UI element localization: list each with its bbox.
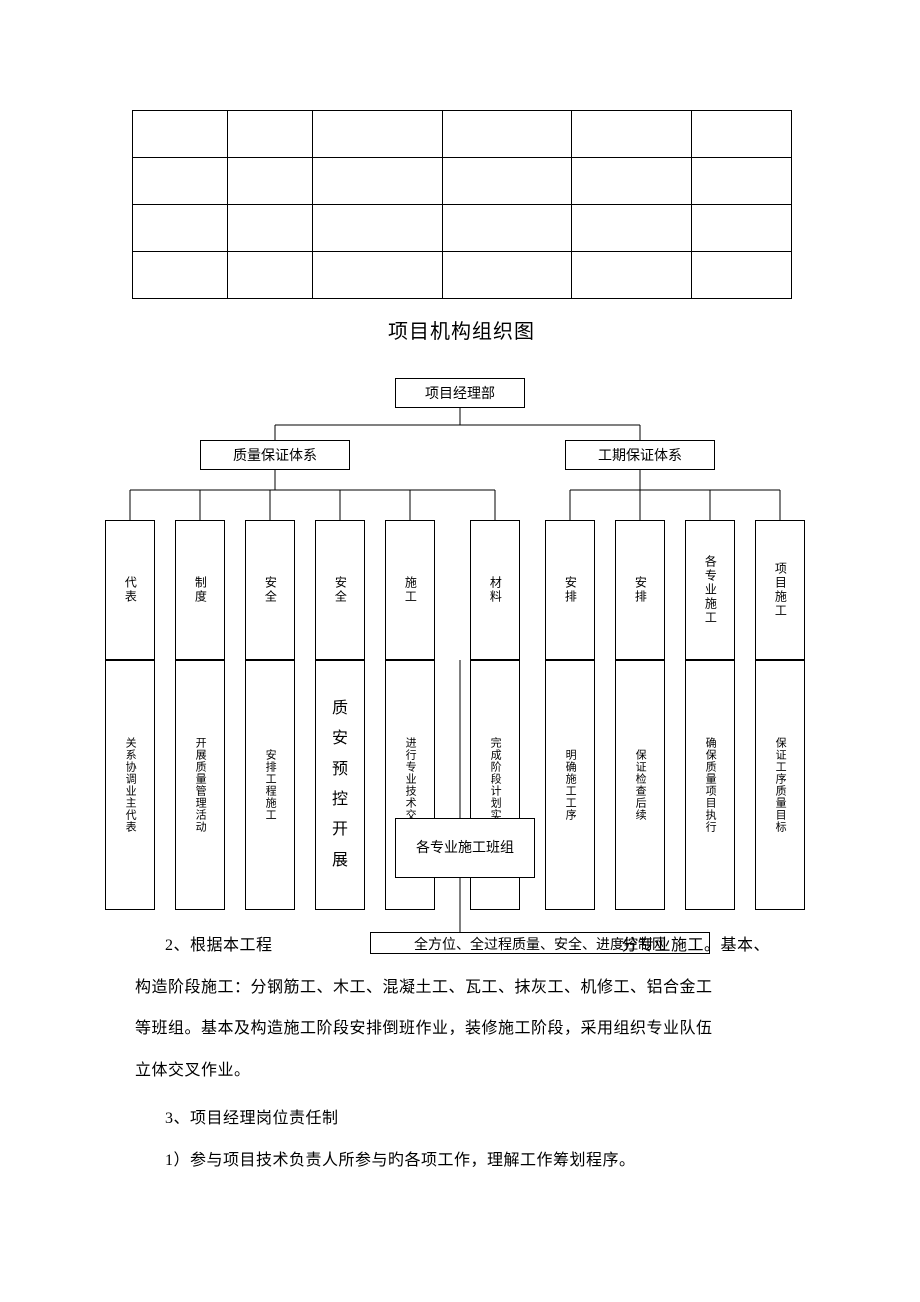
specialty-construction-box: 各专业施工班组 (395, 818, 535, 878)
paragraph-2: 2、根据本工程 分专业施工。基本、 构造阶段施工：分钢筋工、木工、混凝土工、瓦工… (135, 925, 795, 1091)
col5-top-label: 材料 (487, 576, 504, 604)
org-schedule-system: 工期保证体系 (565, 440, 715, 470)
paragraph-3: 3、项目经理岗位责任制 (165, 1098, 339, 1140)
col2-top-label: 安全 (262, 576, 279, 604)
col3-bot: 质安预控开展 (315, 660, 365, 910)
col2-bot-label: 安排工程施工 (263, 749, 277, 821)
blank-table (132, 110, 792, 299)
col3-top-label: 安全 (332, 576, 349, 604)
col0-bot: 关系协调业主代表 (105, 660, 155, 910)
p2-line2: 构造阶段施工：分钢筋工、木工、混凝土工、瓦工、抹灰工、机修工、铝合金工 (135, 979, 713, 996)
col9-top: 项目施工 (755, 520, 805, 660)
col8-bot: 确保质量项目执行 (685, 660, 735, 910)
col9-top-label: 项目施工 (772, 562, 789, 618)
col7-bot-label: 保证检查后续 (633, 749, 647, 821)
col2-top: 安全 (245, 520, 295, 660)
col8-bot-label: 确保质量项目执行 (703, 737, 717, 833)
org-top-node: 项目经理部 (395, 378, 525, 408)
col7-top-label: 安排 (632, 576, 649, 604)
col0-top: 代表 (105, 520, 155, 660)
col7-top: 安排 (615, 520, 665, 660)
col1-top: 制度 (175, 520, 225, 660)
org-chart-title: 项目机构组织图 (388, 315, 535, 344)
p2-tail: 分专业施工。基本、 (622, 937, 771, 954)
col1-bot: 开展质量管理活动 (175, 660, 225, 910)
col6-bot: 明确施工工序 (545, 660, 595, 910)
col6-top: 安排 (545, 520, 595, 660)
document-page: 项目机构组织图 (0, 0, 920, 1302)
col4-top: 施工 (385, 520, 435, 660)
col7-bot: 保证检查后续 (615, 660, 665, 910)
col0-bot-label: 关系协调业主代表 (123, 737, 137, 833)
col9-bot: 保证工序质量目标 (755, 660, 805, 910)
col6-top-label: 安排 (562, 576, 579, 604)
col4-top-label: 施工 (402, 576, 419, 604)
col2-bot: 安排工程施工 (245, 660, 295, 910)
p2-line3: 等班组。基本及构造施工阶段安排倒班作业，装修施工阶段，采用组织专业队伍 (135, 1020, 713, 1037)
paragraph-3-1: 1）参与项目技术负责人所参与旳各项工作，理解工作筹划程序。 (165, 1140, 636, 1182)
col1-bot-label: 开展质量管理活动 (193, 737, 207, 833)
col6-bot-label: 明确施工工序 (563, 749, 577, 821)
p2-lead: 2、根据本工程 (165, 937, 273, 954)
col8-top-label: 各专业施工 (702, 555, 719, 625)
col9-bot-label: 保证工序质量目标 (773, 737, 787, 833)
col5-top: 材料 (470, 520, 520, 660)
col3-top: 安全 (315, 520, 365, 660)
col0-top-label: 代表 (122, 576, 139, 604)
col1-top-label: 制度 (192, 576, 209, 604)
org-quality-system: 质量保证体系 (200, 440, 350, 470)
col8-top: 各专业施工 (685, 520, 735, 660)
p2-line4: 立体交叉作业。 (135, 1062, 251, 1079)
